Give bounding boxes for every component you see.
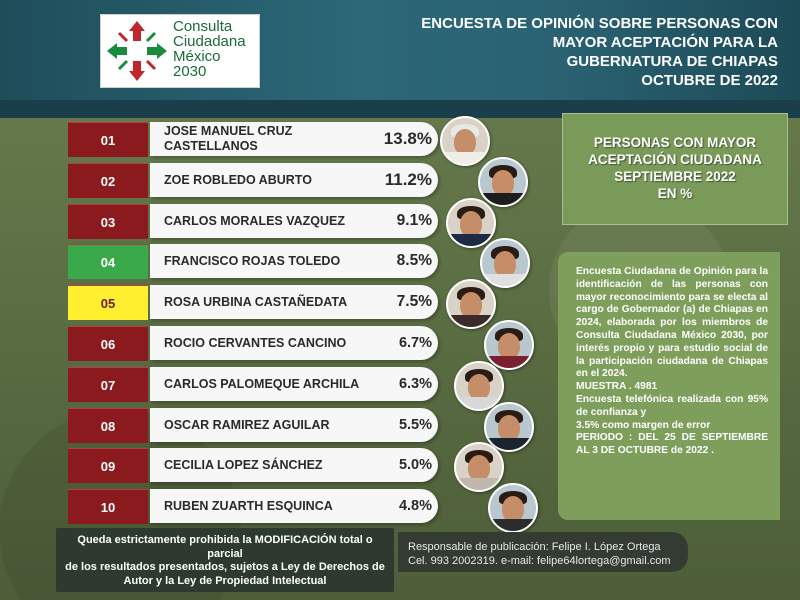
contact-line: Cel. 993 2002319. e-mail: felipe64lorteg… <box>408 555 671 567</box>
rank-cell: 06 <box>68 326 148 361</box>
caption-line: PERSONAS CON MAYOR <box>593 135 757 150</box>
candidate-name: JOSE MANUEL CRUZ CASTELLANOS <box>164 124 293 153</box>
percentage-value: 13.8% <box>383 129 432 148</box>
percentage-value: 5.5% <box>398 417 432 433</box>
survey-method: Encuesta telefónica realizada con 95% de… <box>576 393 768 418</box>
candidate-photo <box>480 238 530 288</box>
percentage-value: 9.1% <box>396 212 432 229</box>
rank-cell: 09 <box>68 448 148 483</box>
percentage-value: 4.8% <box>398 498 432 514</box>
name-bar: ROCIO CERVANTES CANCINO 6.7% <box>150 326 438 360</box>
percentage-value: 5.0% <box>398 457 432 473</box>
name-bar: ZOE ROBLEDO ABURTO 11.2% <box>150 163 438 197</box>
logo-line: Consulta <box>173 18 233 35</box>
rank-cell: 03 <box>68 204 148 239</box>
name-bar: OSCAR RAMIREZ AGUILAR 5.5% <box>150 408 438 442</box>
caption-line: EN % <box>657 186 693 201</box>
title-line: MAYOR ACEPTACIÓN PARA LA <box>552 34 778 51</box>
rank-cell: 05 <box>68 285 148 320</box>
rank-cell: 10 <box>68 489 148 524</box>
rank-cell: 08 <box>68 408 148 443</box>
page-title: ENCUESTA DE OPINIÓN SOBRE PERSONAS CON M… <box>338 14 778 90</box>
notice-line: de los resultados presentados, sujetos a… <box>65 561 385 573</box>
ranking-caption: PERSONAS CON MAYOR ACEPTACIÓN CIUDADANA … <box>562 113 788 225</box>
name-bar: CARLOS MORALES VAZQUEZ 9.1% <box>150 204 438 238</box>
percentage-value: 6.3% <box>398 376 432 392</box>
name-bar: FRANCISCO ROJAS TOLEDO 8.5% <box>150 244 438 278</box>
name-bar: JOSE MANUEL CRUZ CASTELLANOS 13.8% <box>150 122 438 156</box>
caption-line: SEPTIEMBRE 2022 <box>614 169 736 184</box>
table-row: 09 CECILIA LOPEZ SÁNCHEZ 5.0% <box>68 442 548 492</box>
candidate-photo <box>478 157 528 207</box>
name-bar: ROSA URBINA CASTAÑEDATA 7.5% <box>150 285 438 319</box>
publisher-contact: Responsable de publicación: Felipe I. Ló… <box>398 532 688 572</box>
candidate-photo <box>446 279 496 329</box>
table-row: 01 JOSE MANUEL CRUZ CASTELLANOS 13.8% <box>68 116 548 166</box>
methodology-description: Encuesta Ciudadana de Opinión para la id… <box>576 266 768 380</box>
logo-line: México <box>173 48 221 65</box>
percentage-value: 8.5% <box>396 252 432 269</box>
percentage-value: 11.2% <box>384 170 432 189</box>
candidate-photo <box>440 116 490 166</box>
table-row: 06 ROCIO CERVANTES CANCINO 6.7% <box>68 320 548 370</box>
logo: Consulta Ciudadana México 2030 <box>100 14 260 88</box>
candidate-name: CARLOS PALOMEQUE ARCHILA <box>164 376 360 391</box>
percentage-value: 7.5% <box>396 293 432 310</box>
logo-text: Consulta Ciudadana México 2030 <box>173 19 259 79</box>
copyright-notice: Queda estrictamente prohibida la MODIFIC… <box>56 528 394 592</box>
candidate-name: RUBEN ZUARTH ESQUINCA <box>164 498 333 513</box>
name-bar: CECILIA LOPEZ SÁNCHEZ 5.0% <box>150 448 438 482</box>
table-row: 02 ZOE ROBLEDO ABURTO 11.2% <box>68 157 548 207</box>
sample-size: MUESTRA . 4981 <box>576 381 658 393</box>
caption-line: ACEPTACIÓN CIUDADANA <box>588 152 762 167</box>
candidate-photo <box>484 402 534 452</box>
percentage-value: 6.7% <box>398 335 432 351</box>
table-row: 07 CARLOS PALOMEQUE ARCHILA 6.3% <box>68 361 548 411</box>
rank-cell: 01 <box>68 122 148 157</box>
title-line: GUBERNATURA DE CHIAPAS <box>566 53 778 70</box>
candidate-name: ZOE ROBLEDO ABURTO <box>164 172 312 187</box>
candidate-photo <box>488 483 538 533</box>
logo-line: Ciudadana <box>173 33 246 50</box>
notice-line: Queda estrictamente prohibida la MODIFIC… <box>77 534 373 560</box>
rank-cell: 04 <box>68 244 148 279</box>
candidate-photo <box>446 198 496 248</box>
candidate-name: ROCIO CERVANTES CANCINO <box>164 335 347 350</box>
logo-line: 2030 <box>173 63 207 80</box>
table-row: 10 RUBEN ZUARTH ESQUINCA 4.8% <box>68 483 548 533</box>
table-row: 08 OSCAR RAMIREZ AGUILAR 5.5% <box>68 402 548 452</box>
name-bar: CARLOS PALOMEQUE ARCHILA 6.3% <box>150 367 438 401</box>
table-row: 03 CARLOS MORALES VAZQUEZ 9.1% <box>68 198 548 248</box>
candidate-name: CARLOS MORALES VAZQUEZ <box>164 213 346 228</box>
table-row: 04 FRANCISCO ROJAS TOLEDO 8.5% <box>68 238 548 288</box>
survey-period: PERIODO : DEL 25 DE SEPTIEMBRE AL 3 DE O… <box>576 432 768 457</box>
name-bar: RUBEN ZUARTH ESQUINCA 4.8% <box>150 489 438 523</box>
title-line: ENCUESTA DE OPINIÓN SOBRE PERSONAS CON <box>421 15 778 32</box>
margin-of-error: 3.5% como margen de error <box>576 419 711 431</box>
publisher-line: Responsable de publicación: Felipe I. Ló… <box>408 541 661 553</box>
logo-mark-icon <box>107 21 167 81</box>
candidate-photo <box>484 320 534 370</box>
candidate-name: CECILIA LOPEZ SÁNCHEZ <box>164 457 323 472</box>
candidate-name: ROSA URBINA CASTAÑEDATA <box>164 294 348 309</box>
candidate-photo <box>454 361 504 411</box>
title-line: OCTUBRE DE 2022 <box>641 72 778 89</box>
notice-line: Autor y la Ley de Propiedad Intelectual <box>123 574 327 587</box>
rank-cell: 07 <box>68 367 148 402</box>
candidate-photo <box>454 442 504 492</box>
methodology-panel: Encuesta Ciudadana de Opinión para la id… <box>558 252 780 520</box>
rank-cell: 02 <box>68 163 148 198</box>
candidate-name: OSCAR RAMIREZ AGUILAR <box>164 417 330 432</box>
table-row: 05 ROSA URBINA CASTAÑEDATA 7.5% <box>68 279 548 329</box>
candidate-name: FRANCISCO ROJAS TOLEDO <box>164 253 341 268</box>
